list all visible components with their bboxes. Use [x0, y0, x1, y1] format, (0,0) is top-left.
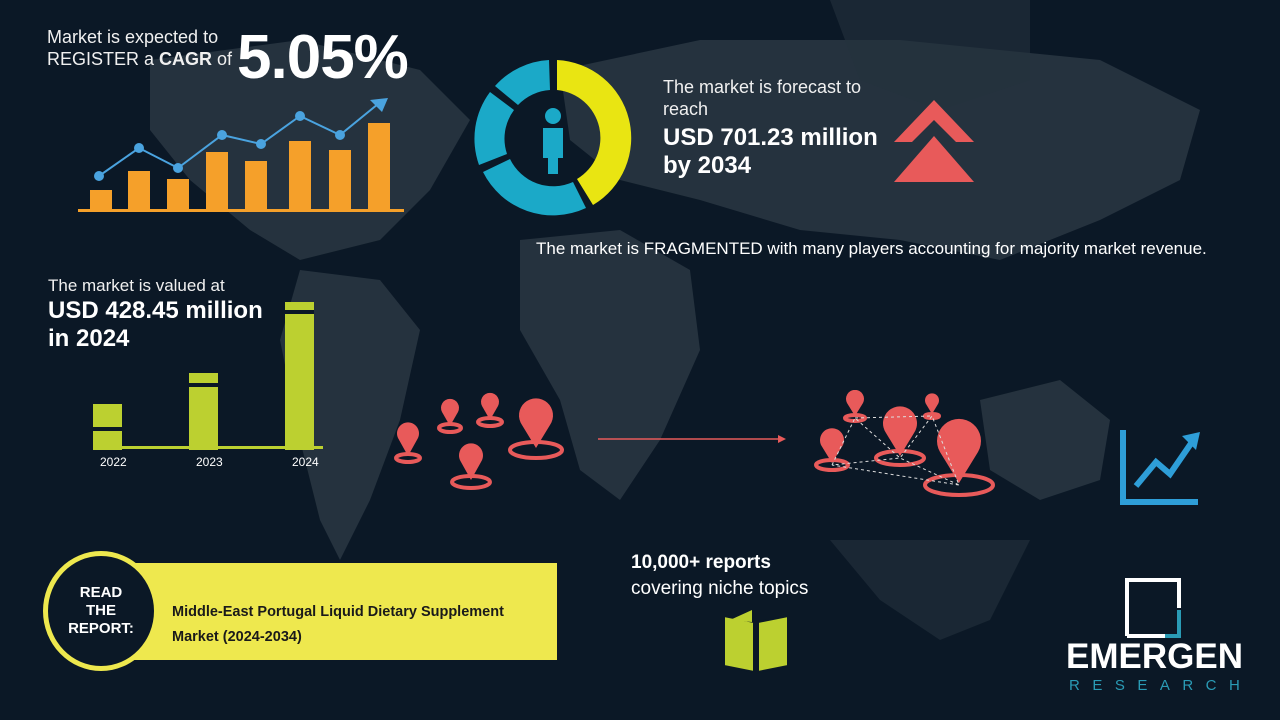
bar — [245, 161, 267, 211]
report-title-link[interactable]: Middle-East Portugal Liquid Dietary Supp… — [172, 604, 504, 645]
point — [134, 143, 144, 153]
location-pins-graphic — [394, 390, 995, 497]
double-chevron-up-icon — [894, 100, 974, 182]
bar — [90, 190, 112, 211]
growth-chart-graphic — [78, 98, 404, 212]
reports-count: 10,000+ reports — [631, 552, 771, 573]
donut-cyan-segment — [495, 60, 550, 105]
point — [173, 163, 183, 173]
bar — [167, 179, 189, 211]
logo-subtitle: RESEARCH — [1069, 677, 1253, 694]
year-label: 2022 — [100, 455, 127, 469]
read-label: REPORT: — [68, 620, 134, 637]
fragmented-text: The market is FRAGMENTED with many playe… — [536, 239, 1207, 258]
donut-cyan-segment — [474, 92, 514, 165]
map-pin-icon — [846, 390, 864, 416]
open-book-icon — [723, 610, 789, 674]
read-label: THE — [86, 602, 116, 619]
arrow-head-icon — [370, 98, 388, 112]
map-pin-icon — [481, 392, 499, 420]
cagr-value: 5.05% — [237, 23, 409, 92]
trend-line — [98, 103, 379, 177]
donut-graphic — [474, 60, 632, 216]
cagr-line2: REGISTER a CAGR of — [47, 48, 232, 70]
year-label: 2024 — [292, 455, 319, 469]
point — [295, 111, 305, 121]
donut-yellow-segment — [557, 60, 632, 205]
point — [94, 171, 104, 181]
valued-value: USD 428.45 million — [48, 297, 263, 324]
map-pin-icon — [883, 406, 917, 456]
map-pin-icon — [397, 422, 419, 456]
trend-up-icon — [1120, 430, 1200, 505]
reports-text: 10,000+ reports covering niche topics — [631, 550, 808, 602]
bar — [289, 141, 311, 211]
map-pin-icon — [519, 398, 553, 448]
point — [256, 139, 266, 149]
point — [335, 130, 345, 140]
bar — [368, 123, 390, 211]
donut-cyan-segment — [483, 159, 586, 216]
cagr-bold: CAGR — [159, 49, 213, 69]
bar — [206, 152, 228, 211]
cagr-line1: Market is expected to — [47, 27, 219, 47]
forecast-year: by 2034 — [663, 152, 752, 179]
map-pin-icon — [441, 398, 459, 426]
bar — [329, 150, 351, 211]
report-banner[interactable] — [130, 563, 557, 660]
bar-2024 — [285, 302, 314, 450]
forecast-line1: The market is forecast to — [663, 77, 862, 97]
reports-sub: covering niche topics — [631, 578, 809, 599]
forecast-value: USD 701.23 million — [663, 124, 878, 151]
map-pin-icon — [820, 428, 844, 463]
bar — [128, 171, 150, 211]
valued-year: in 2024 — [48, 325, 130, 352]
person-icon — [545, 108, 561, 124]
read-label: READ — [79, 584, 123, 601]
year-label: 2023 — [196, 455, 223, 469]
logo-wordmark: EMERGEN — [1066, 637, 1243, 676]
map-pin-icon — [937, 418, 982, 483]
value-bars-graphic — [93, 302, 323, 450]
point — [217, 130, 227, 140]
cagr-prefix: REGISTER a — [47, 49, 160, 69]
emergen-logo-mark — [1125, 578, 1181, 638]
arrow-head-icon — [778, 435, 786, 443]
map-pin-icon — [925, 393, 939, 414]
cagr-suffix: of — [212, 49, 233, 69]
valued-line1: The market is valued at — [48, 276, 225, 295]
forecast-line2: reach — [663, 99, 709, 119]
axis — [78, 209, 404, 212]
person-body — [543, 128, 563, 174]
axis — [93, 446, 323, 449]
read-report-badge[interactable]: READ THE REPORT: — [43, 551, 159, 671]
map-pin-icon — [459, 443, 483, 480]
